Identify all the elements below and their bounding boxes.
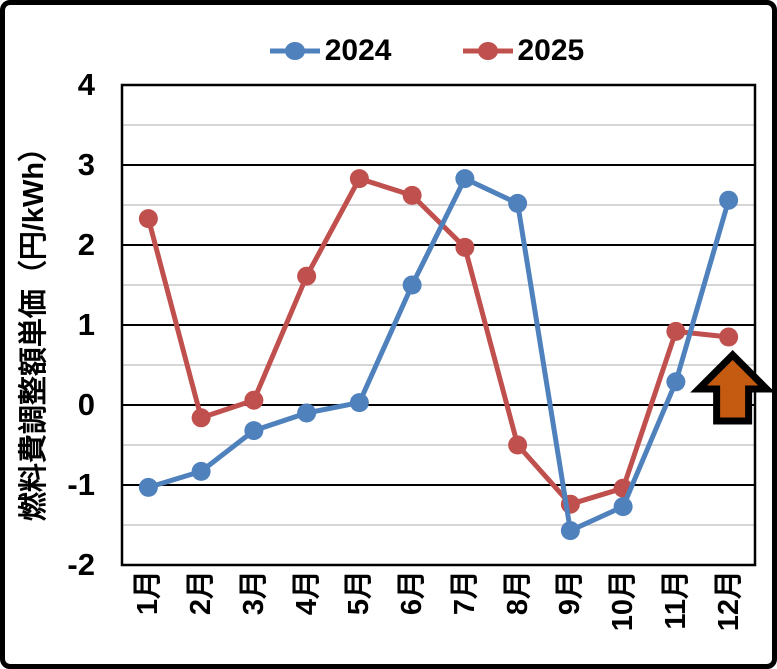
x-label-12月: 12月 [712, 570, 745, 632]
y-tick-label-1: 1 [77, 307, 95, 342]
data-point-2024-3月 [244, 421, 264, 441]
data-point-2025-4月 [297, 266, 317, 286]
legend-item-2025: 2025 [462, 34, 585, 68]
x-label-7月: 7月 [448, 570, 481, 616]
legend-marker-2025-icon [462, 42, 513, 60]
data-point-2025-2月 [191, 408, 211, 428]
data-point-2025-1月 [138, 209, 158, 229]
legend-label-2024: 2024 [324, 34, 392, 67]
y-tick-label-4: 4 [77, 67, 95, 102]
data-point-2024-8月 [508, 193, 528, 213]
chart-legend: 2024 2025 [71, 29, 772, 73]
x-label-3月: 3月 [237, 570, 270, 616]
y-tick-label-0: 0 [77, 387, 95, 422]
data-point-2024-7月 [455, 169, 475, 189]
legend-marker-2024-icon [269, 42, 320, 60]
x-label-1月: 1月 [132, 570, 165, 616]
data-point-2024-2月 [191, 461, 211, 481]
data-point-2025-6月 [402, 185, 422, 205]
y-tick-label-2: 2 [77, 227, 95, 262]
x-label-8月: 8月 [501, 570, 534, 616]
x-label-5月: 5月 [343, 570, 376, 616]
data-point-2025-7月 [455, 237, 475, 257]
x-label-10月: 10月 [607, 570, 640, 632]
data-point-2024-10月 [613, 497, 633, 517]
plot-border [120, 83, 757, 567]
data-point-2024-1月 [138, 477, 158, 497]
data-point-2025-8月 [508, 435, 528, 455]
plot-area [120, 83, 772, 567]
series-line-2024 [147, 176, 732, 534]
data-point-2025-11月 [666, 321, 686, 341]
data-point-2024-4月 [297, 403, 317, 423]
x-label-4月: 4月 [290, 570, 323, 616]
data-point-2025-3月 [244, 390, 264, 410]
data-point-2024-9月 [560, 521, 580, 541]
data-point-2025-12月 [719, 327, 739, 347]
data-point-2024-6月 [402, 275, 422, 295]
y-tick-label--2: -2 [67, 547, 95, 582]
x-label-11月: 11月 [659, 570, 692, 630]
x-label-2月: 2月 [185, 570, 218, 616]
up-arrow-annotation [690, 350, 772, 425]
x-label-9月: 9月 [554, 570, 587, 616]
legend-item-2024: 2024 [269, 34, 392, 68]
y-tick-label-3: 3 [77, 147, 95, 182]
data-point-2025-5月 [349, 169, 369, 189]
y-tick-label--1: -1 [67, 467, 95, 502]
x-label-6月: 6月 [396, 570, 429, 616]
data-point-2024-11月 [666, 372, 686, 392]
data-point-2024-12月 [719, 190, 739, 210]
legend-label-2025: 2025 [517, 34, 585, 67]
data-point-2024-5月 [349, 393, 369, 413]
